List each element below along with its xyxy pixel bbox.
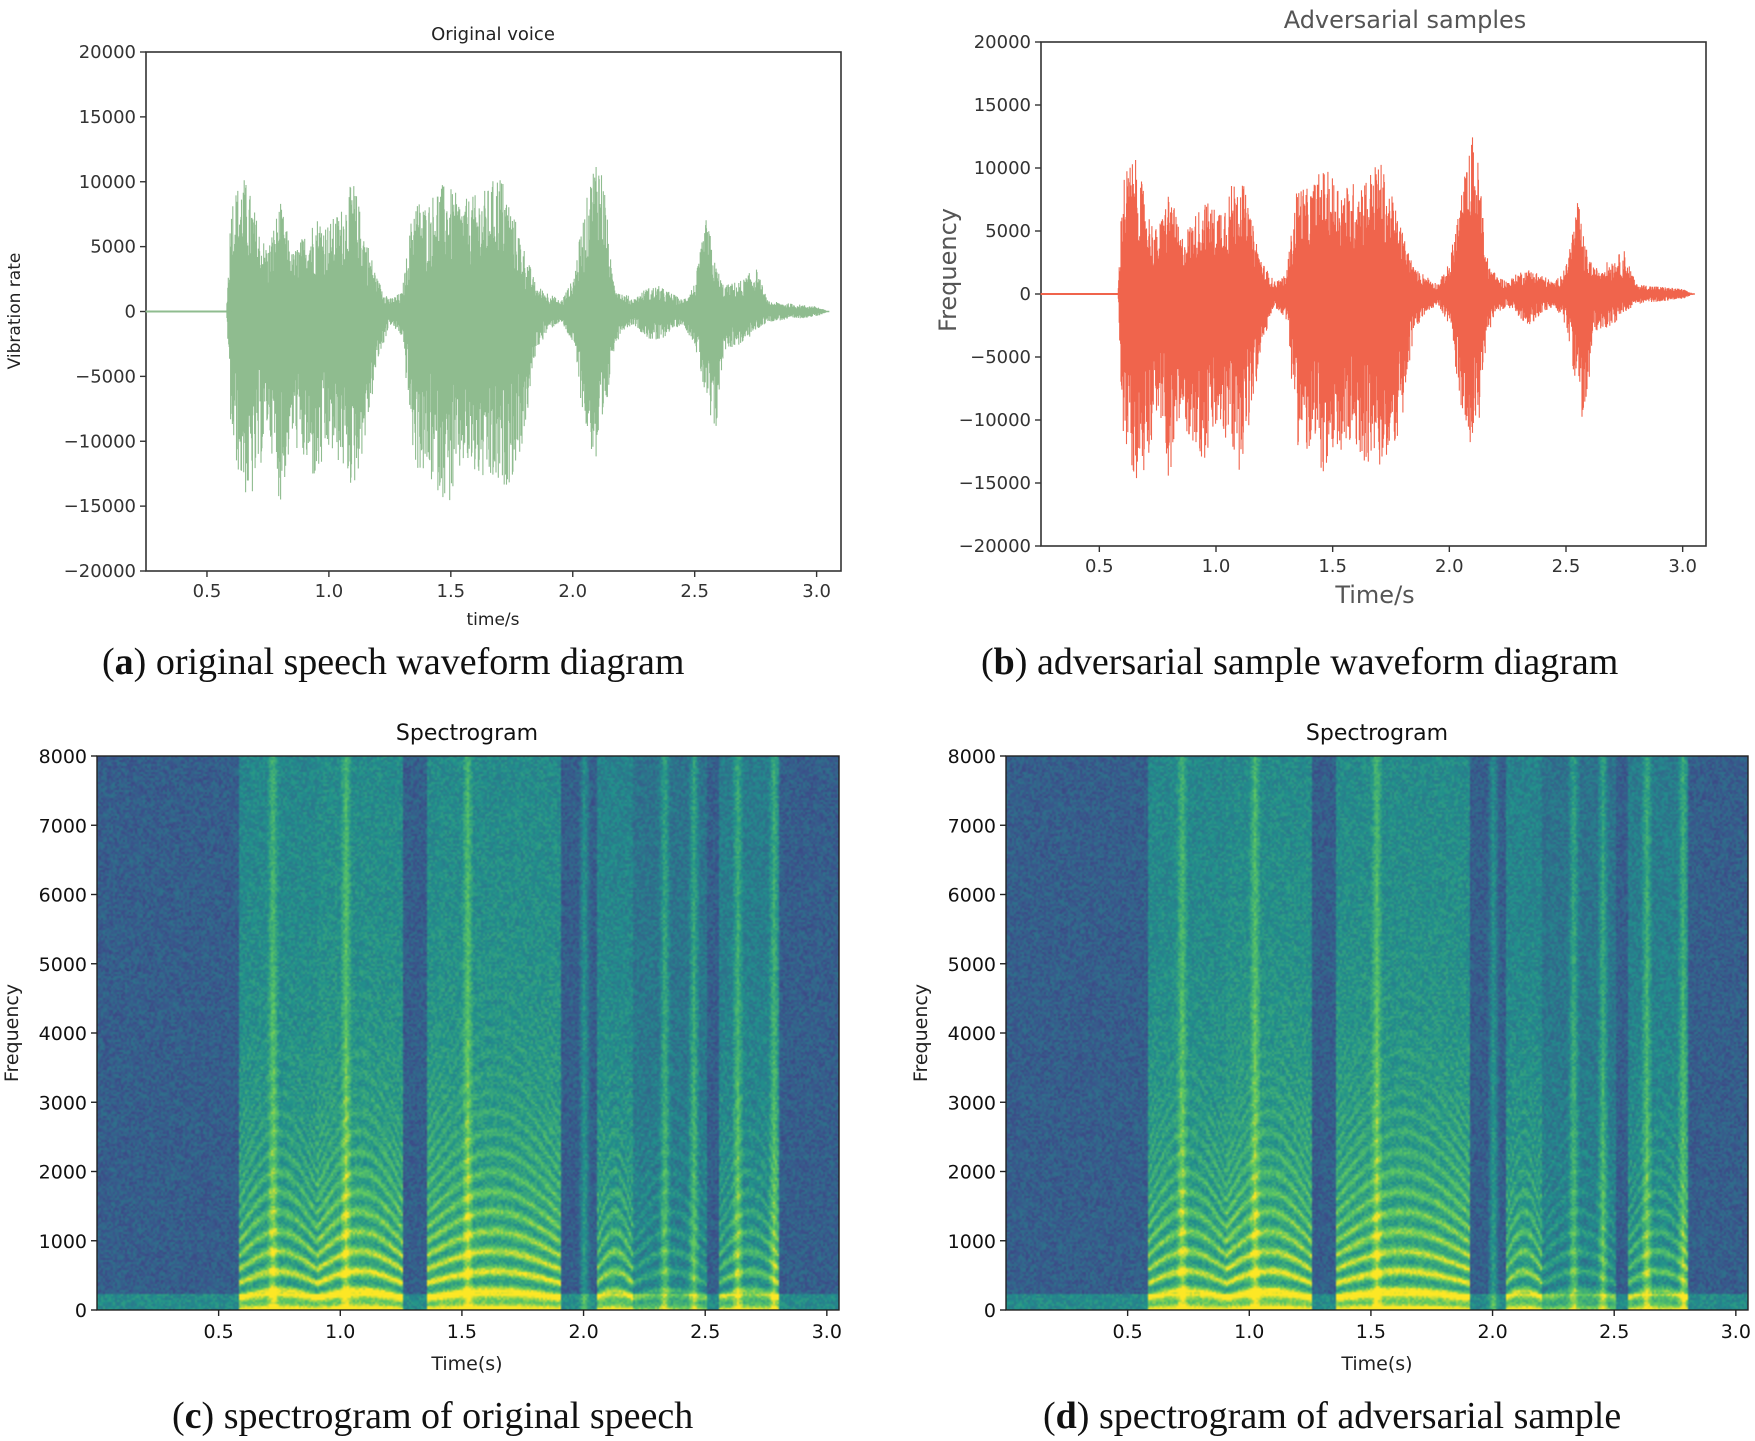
panel-d-x-tick-label: 1.5: [1356, 1321, 1386, 1343]
panel-d-x-tick-label: 3.0: [1721, 1321, 1751, 1343]
panel-d-x-label: Time(s): [1340, 1353, 1412, 1375]
panel-b-title: Adversarial samples: [1284, 6, 1527, 34]
panel-a-y-tick-label: −10000: [64, 431, 136, 452]
panel-b-y-tick-label: 15000: [974, 95, 1031, 116]
panel-b-y-tick-label: 5000: [985, 221, 1031, 242]
panel-a-x-tick-label: 1.5: [437, 581, 466, 602]
caption-a: (a) original speech waveform diagram: [102, 641, 685, 683]
panel-b-y-tick-label: −10000: [959, 410, 1031, 431]
caption-b-label: b: [993, 641, 1015, 683]
panel-d-y-label: Frequency: [910, 984, 932, 1082]
caption-c-label: c: [184, 1395, 202, 1437]
panel-d-y-tick-label: 5000: [948, 954, 996, 976]
panel-d-title: Spectrogram: [1306, 721, 1448, 746]
panel-d-y-tick-label: 1000: [948, 1231, 996, 1253]
panel-a-x-tick-label: 1.0: [315, 581, 344, 602]
panel-d-y-tick-label: 4000: [948, 1023, 996, 1045]
panel-b-y-tick-label: 10000: [974, 158, 1031, 179]
panel-d-y-tick-label: 0: [984, 1300, 996, 1322]
caption-b: (b) adversarial sample waveform diagram: [981, 641, 1619, 683]
caption-a-text: original speech waveform diagram: [146, 641, 685, 683]
panel-b-y-label: Frequency: [934, 208, 962, 332]
panel-c-spectrogram: 8000 7000 6000 5000 4000 3000 2000 1000 0 0.5 1.0 1…: [1, 721, 842, 1375]
panel-c-y-label: Frequency: [1, 984, 23, 1082]
panel-c-spectrogram-image: [97, 756, 839, 1310]
panel-d-spectrogram: 8000 7000 6000 5000 4000 3000 2000 1000 0 0.5 1.0 1…: [910, 721, 1751, 1375]
panel-c-y-tick-label: 4000: [39, 1023, 87, 1045]
panel-a-x-tick-label: 2.0: [558, 581, 587, 602]
caption-c-text: spectrogram of original speech: [214, 1395, 694, 1437]
panel-b-waveform-chart: 20000 15000 10000 5000 0 −5000 −10000 −15000 −20…: [934, 6, 1707, 609]
panel-b-x-tick-label: 0.5: [1085, 556, 1114, 577]
panel-c-title: Spectrogram: [396, 721, 538, 746]
panel-b-y-tick-label: 0: [1020, 284, 1031, 305]
caption-d: (d) spectrogram of adversarial sample: [1043, 1395, 1622, 1437]
caption-d-label: d: [1055, 1395, 1077, 1437]
panel-c-x-label: Time(s): [430, 1353, 502, 1375]
panel-a-x-tick-label: 0.5: [193, 581, 222, 602]
panel-b-y-tick-label: −5000: [970, 347, 1031, 368]
panel-b-x-label: Time/s: [1334, 581, 1414, 609]
panel-d-y-tick-label: 3000: [948, 1092, 996, 1114]
panel-b-y-tick-label: −15000: [959, 473, 1031, 494]
caption-d-text: spectrogram of adversarial sample: [1089, 1395, 1622, 1437]
panel-a-title: Original voice: [431, 24, 555, 45]
panel-a-y-tick-label: 5000: [90, 237, 136, 258]
panel-c-x-tick-label: 0.5: [204, 1321, 234, 1343]
panel-a-x-tick-label: 3.0: [802, 581, 831, 602]
panel-d-y-tick-label: 2000: [948, 1162, 996, 1184]
panel-a-waveform-chart: 20000 15000 10000 5000 0 −5000 −10000 −15000 −20…: [5, 24, 842, 630]
panel-a-y-tick-label: −15000: [64, 496, 136, 517]
panel-a-y-tick-label: 10000: [79, 172, 136, 193]
panel-c-y-tick-label: 6000: [39, 885, 87, 907]
panel-b-x-tick-label: 3.0: [1668, 556, 1697, 577]
panel-a-y-tick-label: −5000: [75, 366, 136, 387]
panel-a-y-tick-label: 0: [125, 302, 136, 323]
caption-a-label: a: [114, 641, 134, 683]
panel-a-y-label: Vibration rate: [5, 253, 25, 370]
panel-a-x-label: time/s: [467, 610, 520, 630]
panel-a-y-tick-label: 15000: [79, 107, 136, 128]
panel-c-x-tick-label: 2.0: [568, 1321, 598, 1343]
panel-b-x-tick-label: 1.0: [1202, 556, 1231, 577]
panel-d-spectrogram-image: [1006, 756, 1748, 1310]
panel-c-y-tick-label: 8000: [39, 746, 87, 768]
panel-c-x-tick-label: 1.5: [447, 1321, 477, 1343]
panel-b-y-tick-label: −20000: [959, 536, 1031, 557]
panel-c-x-tick-label: 1.0: [325, 1321, 355, 1343]
panel-c-y-tick-label: 5000: [39, 954, 87, 976]
panel-a-y-tick-label: 20000: [79, 42, 136, 63]
panel-b-x-tick-label: 2.5: [1552, 556, 1581, 577]
panel-c-x-tick-label: 2.5: [690, 1321, 720, 1343]
caption-b-text: adversarial sample waveform diagram: [1027, 641, 1619, 683]
panel-c-y-tick-label: 0: [75, 1300, 87, 1322]
panel-c-y-tick-label: 2000: [39, 1162, 87, 1184]
panel-d-x-tick-label: 1.0: [1234, 1321, 1264, 1343]
panel-b-x-tick-label: 2.0: [1435, 556, 1464, 577]
panel-d-y-tick-label: 7000: [948, 815, 996, 837]
panel-d-y-tick-label: 8000: [948, 746, 996, 768]
panel-c-y-tick-label: 1000: [39, 1231, 87, 1253]
panel-c-y-tick-label: 3000: [39, 1092, 87, 1114]
panel-d-x-tick-label: 2.5: [1599, 1321, 1629, 1343]
panel-d-x-tick-label: 0.5: [1113, 1321, 1143, 1343]
panel-b-y-tick-label: 20000: [974, 32, 1031, 53]
panel-d-x-tick-label: 2.0: [1477, 1321, 1507, 1343]
panel-c-x-tick-label: 3.0: [812, 1321, 842, 1343]
panel-a-y-tick-label: −20000: [64, 561, 136, 582]
caption-c: (c) spectrogram of original speech: [172, 1395, 694, 1437]
panel-c-y-tick-label: 7000: [39, 815, 87, 837]
panel-d-y-tick-label: 6000: [948, 885, 996, 907]
panel-b-x-tick-label: 1.5: [1318, 556, 1347, 577]
panel-a-x-tick-label: 2.5: [680, 581, 709, 602]
